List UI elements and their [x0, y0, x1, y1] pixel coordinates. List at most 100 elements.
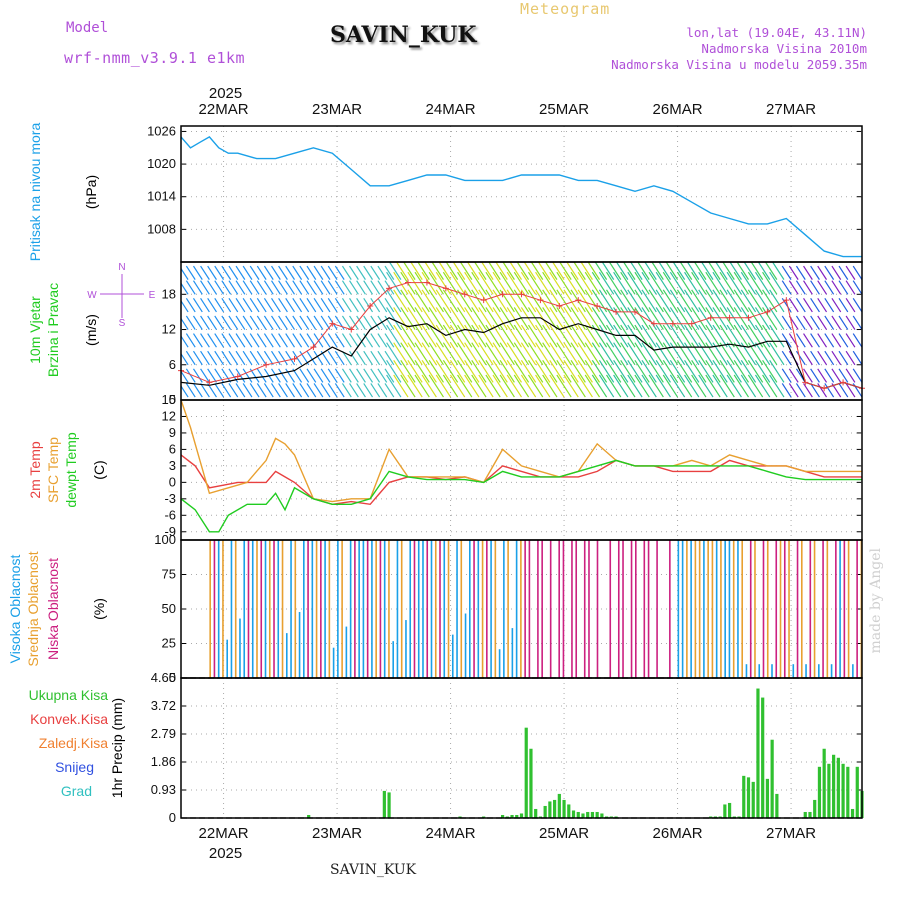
wind-barb [221, 333, 232, 348]
wind-barb [421, 374, 437, 398]
wind-barb [363, 383, 374, 398]
precip-ytick-label: 0.93 [151, 782, 176, 797]
wind-barb [563, 342, 579, 366]
top-day-label: 25MAR [539, 101, 589, 118]
wind-barb [684, 324, 700, 348]
wind-barb [228, 297, 239, 313]
wind-gust-marker [348, 326, 355, 333]
wind-barb [492, 359, 508, 383]
wind-barb [341, 280, 352, 295]
wind-barb [542, 271, 558, 295]
cloud-unit-label: (%) [91, 598, 107, 620]
wind-barb [598, 307, 615, 330]
wind-barb [442, 307, 459, 330]
wind-barb [655, 374, 671, 398]
wind-barb [587, 262, 601, 280]
cloud-bar [234, 540, 237, 678]
cloud-bar [805, 664, 807, 678]
pressure-unit-label: (hPa) [83, 175, 99, 209]
wind-barb [608, 262, 622, 280]
wind-barb [485, 359, 501, 383]
wind-barb [535, 374, 551, 398]
wind-barb [769, 289, 785, 313]
cloud-bar [830, 664, 833, 678]
wind-barb [242, 265, 253, 280]
wind-barb [349, 383, 359, 398]
wind-barb [824, 297, 835, 313]
wind-barb [370, 383, 381, 398]
precip-bar [723, 804, 727, 818]
wind-gust-marker [329, 320, 336, 327]
wind-barb [256, 265, 267, 280]
wind-barb [320, 368, 331, 383]
wind-barb [719, 271, 735, 295]
cloud-bar [686, 540, 688, 678]
wind-barb [442, 324, 459, 348]
wind-barb [402, 262, 416, 280]
wind-barb [299, 368, 310, 383]
wind-barb [513, 342, 530, 366]
cloud-bar [277, 540, 280, 678]
wind-barb [414, 324, 430, 348]
wind-gust-marker [745, 314, 752, 321]
wind-barb [655, 359, 671, 383]
wind-barb [192, 368, 203, 383]
wind-barb [627, 307, 643, 330]
cloud-bar [494, 540, 497, 678]
bottom-year-label: 2025 [209, 845, 242, 862]
wind-barb [407, 359, 423, 383]
clouds-ytick-label: 50 [162, 601, 176, 616]
wind-barb [762, 359, 778, 383]
wind-barb [754, 374, 771, 398]
wind-barb [181, 317, 189, 330]
wind-barb [327, 383, 338, 398]
wind-barb [520, 342, 537, 366]
wind-barb [788, 280, 799, 295]
wind-barb [292, 383, 303, 398]
wind-barb [478, 342, 494, 366]
cloud-bar [528, 540, 531, 678]
wind-barb [442, 342, 459, 366]
wind-barb [478, 324, 494, 348]
cloud-bar [430, 540, 433, 678]
cloud-bar [749, 540, 752, 678]
wind-barb [754, 359, 771, 383]
wind-barb [485, 342, 501, 366]
wind-barb [676, 324, 693, 348]
wind-barb [214, 297, 225, 313]
wind-barb [271, 383, 281, 398]
wind-barb [285, 368, 296, 383]
wind-barb [299, 383, 310, 398]
wind-barb [435, 271, 452, 295]
top-day-label: 23MAR [312, 101, 362, 118]
wind-barb [384, 368, 395, 383]
wind-barb [573, 262, 586, 280]
precip-bar [709, 816, 713, 818]
wind-barb [634, 359, 650, 383]
wind-barb [669, 307, 686, 330]
cloud-bar [524, 540, 526, 678]
wind-barb [580, 262, 593, 280]
wind-barb [726, 359, 742, 383]
wind-barb [271, 333, 281, 348]
wind-barb [698, 359, 714, 383]
wind-barb [537, 262, 551, 280]
cloud-bar [507, 540, 509, 678]
wind-barb [327, 350, 338, 366]
wind-barb [181, 267, 189, 280]
wind-gust-marker [840, 379, 847, 386]
precip-bar [751, 781, 755, 818]
wind-barb [598, 324, 615, 348]
cloud-bar [345, 626, 348, 678]
wind-barb [263, 315, 274, 330]
wind-barb [733, 342, 750, 366]
cloud-bar [417, 540, 420, 678]
top-day-label: 26MAR [653, 101, 703, 118]
wind-barb [795, 265, 806, 280]
wind-barb [726, 271, 742, 295]
wind-barb [386, 289, 402, 313]
wind-barb [691, 359, 707, 383]
wind-barb [471, 324, 487, 348]
wind-barb [242, 315, 253, 330]
precip-bar [761, 697, 765, 818]
